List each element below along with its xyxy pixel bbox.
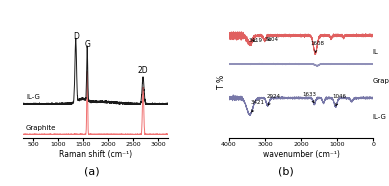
Text: (b): (b)	[278, 167, 294, 177]
Text: 3419: 3419	[249, 38, 263, 43]
Y-axis label: T %: T %	[217, 75, 226, 89]
Text: 1633: 1633	[302, 92, 316, 103]
Text: 2D: 2D	[138, 66, 148, 75]
Text: Graphite: Graphite	[26, 125, 56, 131]
X-axis label: wavenumber (cm⁻¹): wavenumber (cm⁻¹)	[263, 150, 340, 159]
Text: IL-G: IL-G	[26, 94, 40, 100]
Text: 3421: 3421	[251, 100, 265, 112]
Text: D: D	[73, 32, 79, 41]
Text: 2924: 2924	[267, 94, 281, 105]
Text: IL-G: IL-G	[372, 114, 386, 120]
Text: Graphite: Graphite	[372, 78, 389, 84]
X-axis label: Raman shift (cm⁻¹): Raman shift (cm⁻¹)	[59, 150, 132, 159]
Text: (a): (a)	[84, 167, 99, 177]
Text: 1046: 1046	[333, 94, 347, 106]
Text: 1608: 1608	[310, 41, 324, 52]
Text: G: G	[84, 40, 90, 49]
Text: 3004: 3004	[265, 36, 279, 41]
Text: IL: IL	[372, 49, 378, 54]
